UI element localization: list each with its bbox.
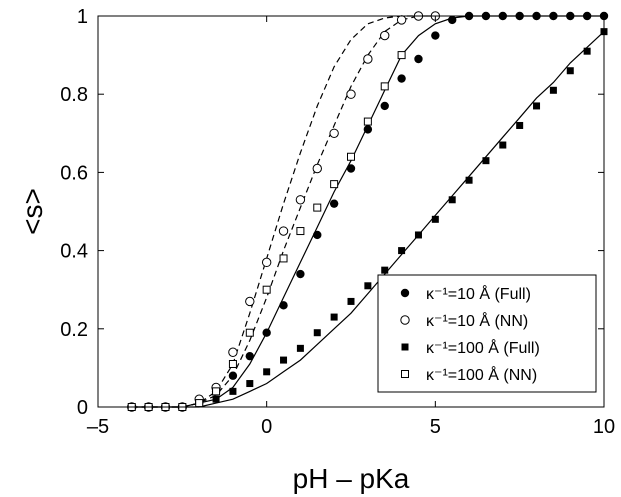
legend-marker-2 xyxy=(400,315,410,325)
series-2-point xyxy=(396,15,407,25)
series-1-point xyxy=(228,371,238,380)
series-3-point xyxy=(431,215,439,223)
legend-label-3: κ⁻¹=100 Å (Full) xyxy=(426,338,540,357)
series-1-point xyxy=(380,101,389,111)
series-4-point xyxy=(313,203,322,212)
series-3-point xyxy=(465,176,473,184)
series-4-point xyxy=(397,51,406,60)
series-2-point xyxy=(295,195,306,205)
series-4-point xyxy=(228,359,237,368)
series-1-point xyxy=(245,351,254,361)
series-4-point xyxy=(245,328,254,337)
series-4-point xyxy=(195,399,204,408)
legend-marker-1 xyxy=(400,288,410,298)
series-2-point xyxy=(261,257,272,268)
series-2-point xyxy=(228,347,238,357)
x-tick-label: 10 xyxy=(593,416,615,438)
y-tick-label: 0.2 xyxy=(60,319,88,341)
series-4-point xyxy=(363,117,372,126)
series-1-point xyxy=(414,54,423,64)
series-2-point xyxy=(278,226,289,236)
series-3-point xyxy=(296,344,304,352)
series-1-point xyxy=(313,230,322,240)
series-3-point xyxy=(583,47,591,55)
legend-label-4: κ⁻¹=100 Å (NN) xyxy=(426,365,537,384)
series-4-point xyxy=(212,387,221,396)
series-3-point xyxy=(330,313,338,321)
series-3-point xyxy=(414,231,422,239)
series-1-point xyxy=(329,199,339,208)
series-3-point xyxy=(549,86,557,94)
series-4-point xyxy=(330,180,339,189)
series-2-point xyxy=(312,163,322,174)
series-2-point xyxy=(245,296,255,307)
y-axis-label: <s> xyxy=(17,188,48,235)
series-2-point xyxy=(363,54,373,64)
y-tick-label: 0.8 xyxy=(60,84,88,106)
series-1-point xyxy=(448,15,457,25)
series-4-point xyxy=(347,152,355,161)
legend-marker-3 xyxy=(401,343,409,351)
series-2-point xyxy=(346,89,356,99)
legend-marker-4 xyxy=(401,370,409,378)
x-tick-label: 5 xyxy=(430,416,441,438)
series-4-point xyxy=(262,285,271,294)
series-4-point xyxy=(296,227,305,236)
series-1-point xyxy=(363,125,373,134)
legend-label-1: κ⁻¹=10 Å (Full) xyxy=(426,284,531,303)
fit-curve-4 xyxy=(131,31,605,408)
series-3-point xyxy=(263,368,271,376)
series-3-point xyxy=(516,121,524,129)
series-3-point xyxy=(364,282,372,290)
series-4-point xyxy=(380,82,389,91)
series-3-point xyxy=(313,329,321,337)
series-1-point xyxy=(296,269,305,279)
series-2-point xyxy=(380,30,390,41)
series-1-point xyxy=(262,328,271,337)
series-2-point xyxy=(329,128,339,139)
series-1-point xyxy=(431,31,440,40)
series-3-point xyxy=(246,380,254,388)
series-3-point xyxy=(229,387,237,395)
x-tick-label: 0 xyxy=(261,416,272,438)
series-3-point xyxy=(499,141,507,149)
series-3-point xyxy=(482,157,490,165)
plot-frame xyxy=(97,15,605,408)
series-3-point xyxy=(533,102,541,110)
x-tick-label: –5 xyxy=(87,416,109,438)
y-tick-label: 1 xyxy=(77,6,88,28)
x-axis-label: pH – pKa xyxy=(293,463,410,494)
series-4-point xyxy=(279,254,288,263)
series-1-point xyxy=(346,164,356,173)
series-3-point xyxy=(448,196,456,204)
series-1-point xyxy=(397,74,406,83)
legend-box xyxy=(377,274,597,393)
series-3-point xyxy=(398,247,406,255)
series-3-point xyxy=(347,297,355,305)
legend-label-2: κ⁻¹=10 Å (NN) xyxy=(426,311,528,330)
y-tick-label: 0.4 xyxy=(60,241,88,263)
series-3-point xyxy=(280,356,288,364)
legend: κ⁻¹=10 Å (Full) κ⁻¹=10 Å (NN) κ⁻¹=100 Å (F… xyxy=(377,274,597,393)
series-1-point xyxy=(279,301,288,310)
series-3-point xyxy=(212,395,220,403)
series-3-point xyxy=(566,67,574,75)
y-tick-label: 0.6 xyxy=(60,162,88,184)
series-3-point xyxy=(381,266,389,274)
y-tick-label: 0 xyxy=(77,397,88,419)
